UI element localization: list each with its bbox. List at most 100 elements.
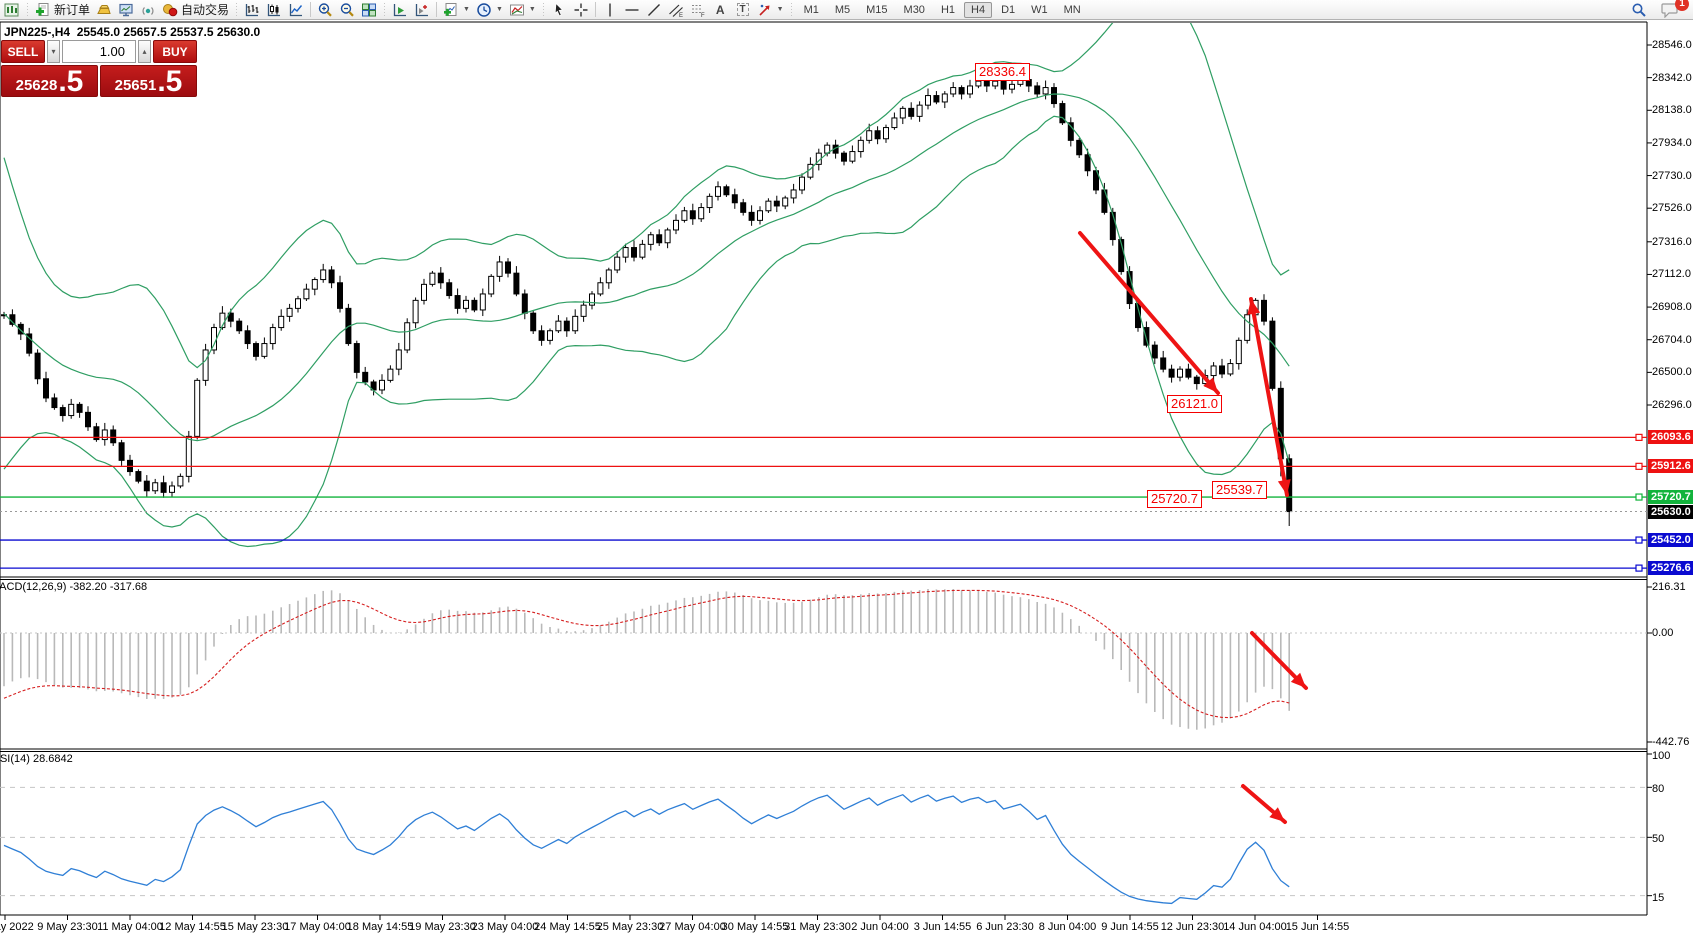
hline-tool-button[interactable] bbox=[621, 1, 643, 19]
bid-price-main: 25628 bbox=[15, 77, 58, 94]
shapes-tool-button[interactable]: ▼ bbox=[754, 1, 787, 19]
bar-chart-icon bbox=[244, 2, 260, 18]
crosshair-icon bbox=[573, 2, 589, 18]
svg-text:E: E bbox=[679, 13, 683, 18]
toolbar-grip bbox=[25, 2, 30, 17]
chat-icon[interactable]: 1 bbox=[1658, 0, 1689, 19]
time-axis-label: 17 May 04:00 bbox=[284, 921, 351, 933]
sell-button[interactable]: SELL bbox=[1, 40, 45, 63]
price-annotation-tag[interactable]: 28336.4 bbox=[975, 63, 1030, 81]
vline-tool-icon bbox=[602, 2, 618, 18]
market-watch-button[interactable] bbox=[115, 1, 137, 19]
text-tool-button[interactable]: A bbox=[709, 1, 732, 19]
label-tool-button-label: T bbox=[736, 3, 749, 16]
price-level-label[interactable]: 25452.0 bbox=[1648, 533, 1693, 548]
templates-button[interactable]: ▼ bbox=[506, 1, 539, 19]
new-order-button-label: 新订单 bbox=[54, 3, 91, 17]
time-axis-label: 25 May 23:30 bbox=[596, 921, 664, 933]
ask-price[interactable]: 25651.5 bbox=[100, 65, 197, 97]
time-axis-label: 9 Jun 14:55 bbox=[1101, 921, 1159, 933]
line-chart-button[interactable] bbox=[285, 1, 307, 19]
timeframe-m5[interactable]: M5 bbox=[834, 3, 851, 16]
volume-increase-button[interactable]: ▴ bbox=[138, 40, 151, 63]
price-annotation-tag[interactable]: 25539.7 bbox=[1212, 481, 1267, 499]
trendline-tool-button[interactable] bbox=[643, 1, 665, 19]
macd-axis-tick: -442.76 bbox=[1652, 736, 1690, 748]
timeframe-d1[interactable]: D1 bbox=[1001, 3, 1016, 16]
time-axis-label: 15 May 23:30 bbox=[221, 921, 289, 933]
price-level-label[interactable]: 25276.6 bbox=[1648, 561, 1693, 576]
volume-decrease-button[interactable]: ▾ bbox=[47, 40, 60, 63]
toolbar-grip bbox=[234, 2, 240, 17]
crosshair-button[interactable] bbox=[570, 1, 592, 19]
bid-price-frac: .5 bbox=[58, 65, 84, 98]
rsi-axis-tick: 80 bbox=[1652, 783, 1665, 796]
vline-tool-button[interactable] bbox=[599, 1, 621, 19]
chart-window-button[interactable] bbox=[1, 1, 23, 19]
current-price-label[interactable]: 25630.0 bbox=[1648, 504, 1693, 519]
time-axis-label: 23 May 04:00 bbox=[471, 921, 539, 933]
price-level-label[interactable]: 25720.7 bbox=[1648, 490, 1693, 505]
chart-window-icon bbox=[4, 2, 20, 18]
auto-scroll-icon bbox=[392, 2, 408, 18]
hline-tool-icon bbox=[624, 2, 640, 18]
ask-price-frac: .5 bbox=[157, 65, 183, 98]
zoom-in-button[interactable] bbox=[314, 1, 336, 19]
bar-chart-button[interactable] bbox=[241, 1, 263, 19]
channel-tool-icon: E bbox=[668, 2, 684, 18]
time-axis-label: 6 Jun 23:30 bbox=[976, 921, 1034, 933]
cursor-button[interactable] bbox=[548, 1, 570, 19]
price-axis-tick: 28546.0 bbox=[1652, 39, 1692, 51]
tile-windows-icon bbox=[361, 2, 377, 18]
price-annotation-tag[interactable]: 25720.7 bbox=[1147, 490, 1202, 508]
price-level-label[interactable]: 25912.6 bbox=[1648, 459, 1693, 474]
time-axis-label: 9 May 23:30 bbox=[37, 921, 98, 933]
timeframe-h1[interactable]: H1 bbox=[940, 3, 955, 16]
volume-input[interactable]: 1.00 bbox=[62, 40, 136, 63]
time-axis-label: 30 May 14:55 bbox=[721, 921, 789, 933]
time-axis-label: 27 May 04:00 bbox=[659, 921, 726, 933]
rsi-indicator-label: RSI(14) 28.6842 bbox=[0, 753, 73, 765]
bid-price[interactable]: 25628.5 bbox=[1, 65, 98, 97]
fibonacci-tool-button[interactable]: F bbox=[687, 1, 709, 19]
toolbar-separator bbox=[436, 2, 438, 17]
price-level-label[interactable]: 26093.6 bbox=[1648, 430, 1693, 445]
templates-icon bbox=[509, 2, 525, 18]
buy-button[interactable]: BUY bbox=[153, 40, 197, 63]
price-axis-tick: 26296.0 bbox=[1652, 399, 1692, 411]
auto-scroll-button[interactable] bbox=[389, 1, 411, 19]
timeframe-m1[interactable]: M1 bbox=[803, 3, 819, 16]
market-button[interactable] bbox=[93, 1, 115, 19]
indicators-button[interactable]: ▼ bbox=[440, 1, 473, 19]
price-axis-tick: 28342.0 bbox=[1652, 71, 1692, 84]
price-annotation-tag[interactable]: 26121.0 bbox=[1167, 395, 1222, 413]
search-icon[interactable] bbox=[1628, 1, 1650, 19]
candlestick-button[interactable] bbox=[263, 1, 285, 19]
tile-windows-button[interactable] bbox=[358, 1, 380, 19]
zoom-out-button[interactable] bbox=[336, 1, 358, 19]
toolbar-grip bbox=[382, 2, 388, 17]
candlestick-icon bbox=[266, 2, 282, 18]
timeframe-m15[interactable]: M15 bbox=[866, 3, 888, 16]
timeframe-h4[interactable]: H4 bbox=[964, 1, 993, 18]
svg-text:F: F bbox=[701, 13, 705, 18]
price-axis-tick: 27934.0 bbox=[1652, 136, 1692, 149]
channel-tool-button[interactable]: E bbox=[665, 1, 687, 19]
label-tool-button[interactable]: T bbox=[732, 1, 754, 19]
timeframe-m30[interactable]: M30 bbox=[903, 3, 925, 16]
price-axis-tick: 26908.0 bbox=[1652, 301, 1692, 314]
periods-button[interactable]: ▼ bbox=[473, 1, 506, 19]
signals-button[interactable] bbox=[137, 1, 159, 19]
zoom-in-icon bbox=[317, 2, 333, 18]
new-order-button[interactable]: 新订单 bbox=[32, 1, 93, 19]
timeframe-mn[interactable]: MN bbox=[1063, 3, 1081, 16]
time-axis-label: 8 Jun 04:00 bbox=[1038, 921, 1097, 933]
rsi-axis-tick: 50 bbox=[1652, 833, 1665, 846]
chart-shift-button[interactable] bbox=[411, 1, 433, 19]
timeframe-w1[interactable]: W1 bbox=[1031, 3, 1048, 16]
time-axis-label: 12 Jun 23:30 bbox=[1160, 921, 1225, 933]
time-axis-label: 3 Jun 14:55 bbox=[913, 921, 972, 933]
autotrade-button[interactable]: 自动交易 bbox=[159, 1, 232, 19]
